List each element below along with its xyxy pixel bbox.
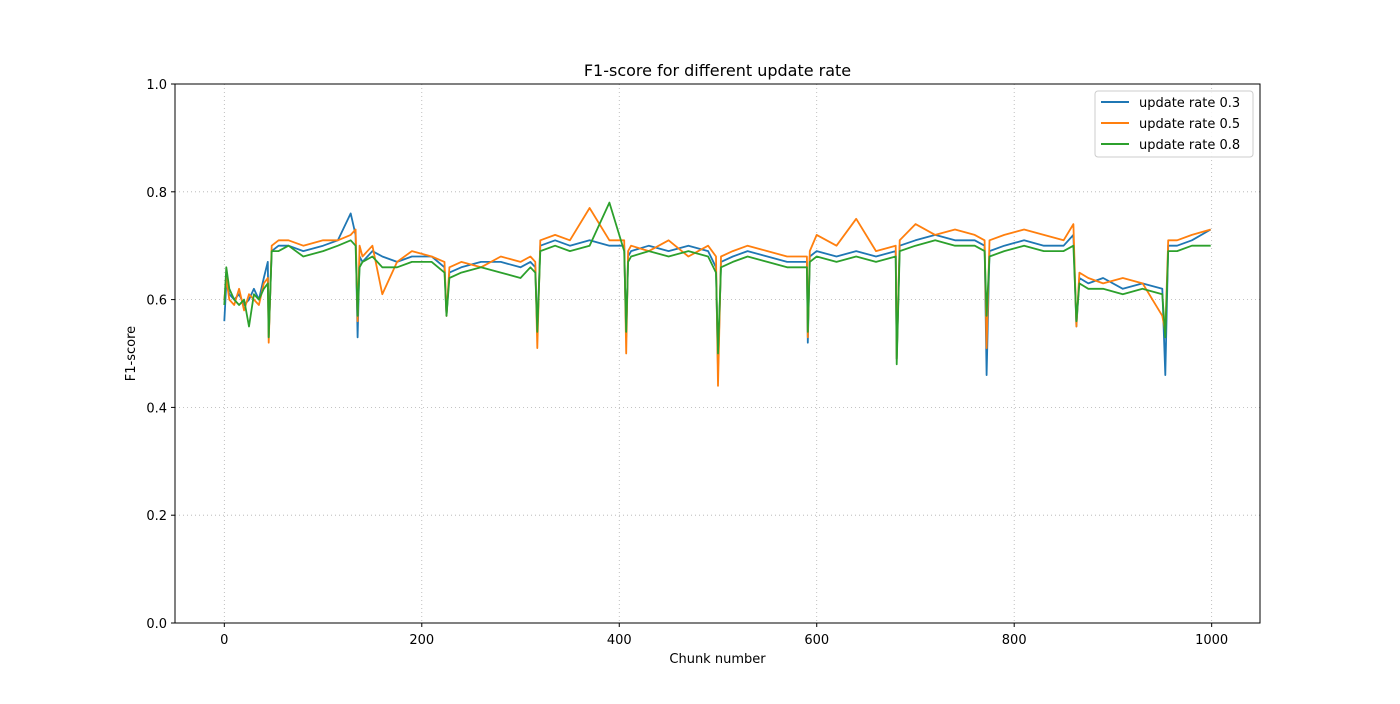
y-tick-label: 0.2 xyxy=(146,509,167,524)
x-tick-label: 600 xyxy=(804,633,829,648)
legend-box xyxy=(1094,90,1254,158)
series-line-3 xyxy=(223,201,1211,366)
legend-label: update rate 0.5 xyxy=(1139,117,1240,132)
legend-label: update rate 0.3 xyxy=(1139,96,1240,111)
y-axis: 0.0 0.2 0.4 0.6 0.8 1.0 xyxy=(146,78,175,632)
series-line-2 xyxy=(223,207,1211,387)
x-tick-label: 800 xyxy=(1002,633,1027,648)
y-tick-label: 0.0 xyxy=(146,617,167,632)
x-tick-label: 0 xyxy=(220,633,228,648)
y-tick-label: 0.4 xyxy=(146,401,167,416)
x-tick-label: 1000 xyxy=(1195,633,1228,648)
x-tick-label: 200 xyxy=(409,633,434,648)
plot-frame xyxy=(174,83,1261,624)
y-tick-label: 0.8 xyxy=(146,186,167,201)
legend: update rate 0.3 update rate 0.5 update rat… xyxy=(1094,90,1254,158)
x-tick-label: 400 xyxy=(607,633,632,648)
y-tick-label: 1.0 xyxy=(146,78,167,93)
series-layer xyxy=(223,201,1212,387)
x-axis-label: Chunk number xyxy=(669,652,766,667)
chart-title: F1-score for different update rate xyxy=(584,61,851,80)
series-line-1 xyxy=(223,212,1212,377)
y-tick-label: 0.6 xyxy=(146,294,167,309)
legend-label: update rate 0.8 xyxy=(1139,138,1240,153)
x-axis: 0 200 400 600 800 1000 xyxy=(220,623,1228,648)
y-axis-label: F1-score xyxy=(124,326,139,381)
